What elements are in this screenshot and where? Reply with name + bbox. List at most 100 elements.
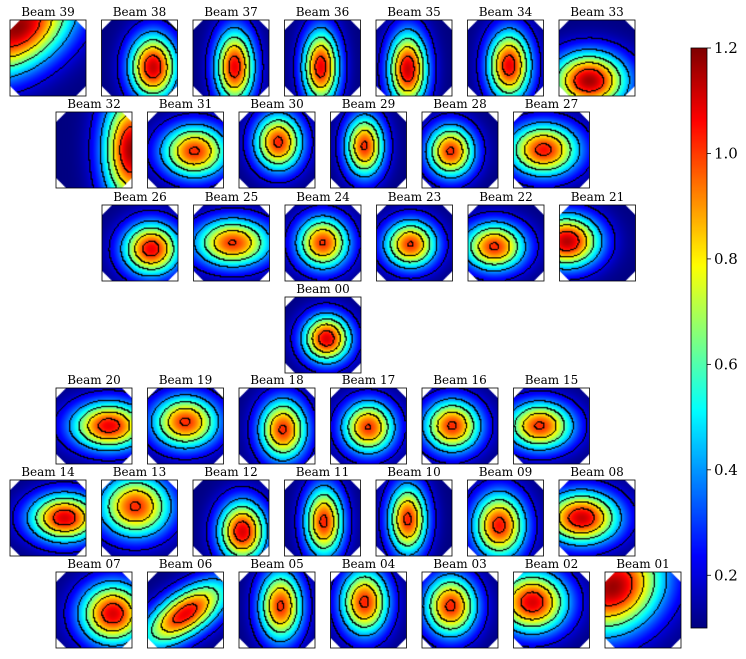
beam-07-panel: Beam 07 [55,557,133,649]
beam-06-heatmap [147,572,224,648]
beam-26-title: Beam 26 [113,190,167,204]
beam-08-panel: Beam 08 [558,465,636,557]
beam-32-heatmap [56,112,132,188]
beam-34-frame [467,19,544,97]
beam-21-frame [559,204,636,282]
beam-03-panel: Beam 03 [421,557,499,649]
beam-15-panel: Beam 15 [513,373,590,465]
beam-36-title: Beam 36 [296,5,350,19]
beam-05-heatmap [239,572,315,648]
beam-04-heatmap [330,572,407,648]
beam-35-frame [375,19,453,97]
beam-28-heatmap [422,112,498,188]
beam-37-frame [192,19,270,97]
beam-38-title: Beam 38 [113,5,167,19]
beam-22-heatmap [468,205,544,281]
beam-05-panel: Beam 05 [238,557,316,649]
beam-10-frame [375,479,453,557]
beam-32-frame [55,111,133,189]
beam-22-frame [467,204,545,282]
beam-19-heatmap [147,388,224,464]
beam-39-title: Beam 39 [21,5,75,19]
beam-21-heatmap [559,205,636,281]
beam-18-frame [238,387,316,465]
beam-28-frame [421,111,499,189]
beam-22-panel: Beam 22 [467,190,545,282]
beam-30-panel: Beam 30 [238,97,316,189]
beam-25-heatmap [193,205,270,281]
colorbar-tick-label: 0.6 [714,355,738,373]
beam-27-heatmap [513,112,590,188]
beam-04-frame [330,571,407,649]
colorbar-tick-label: 1.0 [714,144,738,162]
beam-36-frame [284,19,361,97]
beam-29-heatmap [330,112,407,188]
beam-02-heatmap [513,572,590,648]
beam-33-frame [558,19,636,97]
beam-35-heatmap [376,20,452,96]
beam-18-panel: Beam 18 [238,373,316,465]
beam-34-heatmap [467,20,544,96]
beam-36-heatmap [284,20,361,96]
beam-38-frame [101,19,178,97]
beam-09-panel: Beam 09 [467,465,544,557]
beam-20-heatmap [56,388,132,464]
beam-19-frame [147,387,224,465]
beam-07-heatmap [56,572,132,648]
beam-32-title: Beam 32 [67,97,121,111]
beam-21-title: Beam 21 [571,190,625,204]
beam-08-frame [558,479,636,557]
beam-23-frame [376,204,453,282]
beam-25-frame [193,204,270,282]
beam-21-panel: Beam 21 [559,190,636,282]
beam-24-frame [284,204,362,282]
beam-39-frame [9,19,87,97]
beam-13-title: Beam 13 [113,465,167,479]
beam-01-heatmap [605,572,681,648]
beam-32-panel: Beam 32 [55,97,133,189]
beam-04-title: Beam 04 [342,557,396,571]
beam-16-frame [421,387,499,465]
beam-15-frame [513,387,590,465]
beam-03-frame [421,571,499,649]
beam-20-panel: Beam 20 [55,373,133,465]
beam-11-title: Beam 11 [296,465,350,479]
beam-12-frame [192,479,270,557]
beam-02-frame [513,571,590,649]
beam-14-title: Beam 14 [21,465,75,479]
beam-12-heatmap [193,480,269,556]
beam-16-panel: Beam 16 [421,373,499,465]
beam-00-heatmap [285,297,361,373]
beam-23-panel: Beam 23 [376,190,453,282]
beam-23-title: Beam 23 [388,190,442,204]
beam-25-title: Beam 25 [205,190,259,204]
beam-13-frame [101,479,178,557]
beam-02-title: Beam 02 [525,557,579,571]
beam-24-title: Beam 24 [296,190,350,204]
beam-10-heatmap [376,480,452,556]
beam-17-frame [330,387,407,465]
beam-00-title: Beam 00 [296,282,350,296]
beam-10-title: Beam 10 [387,465,441,479]
beam-24-heatmap [285,205,361,281]
beam-35-panel: Beam 35 [375,5,453,97]
beam-03-heatmap [422,572,498,648]
beam-13-heatmap [101,480,178,556]
colorbar-tick-label: 0.2 [714,566,738,584]
beam-16-title: Beam 16 [433,373,487,387]
beam-39-heatmap [10,20,86,96]
colorbar-gradient [691,48,707,628]
beam-08-heatmap [559,480,635,556]
beam-31-panel: Beam 31 [147,97,224,189]
beam-18-heatmap [239,388,315,464]
beam-09-heatmap [467,480,544,556]
beam-29-frame [330,111,407,189]
beam-28-title: Beam 28 [433,97,487,111]
beam-07-frame [55,571,133,649]
beam-29-panel: Beam 29 [330,97,407,189]
beam-38-heatmap [101,20,178,96]
colorbar: 0.2 0.4 0.6 0.8 1.0 1.2 [690,39,738,629]
beam-37-panel: Beam 37 [192,5,270,97]
beam-05-title: Beam 05 [250,557,304,571]
